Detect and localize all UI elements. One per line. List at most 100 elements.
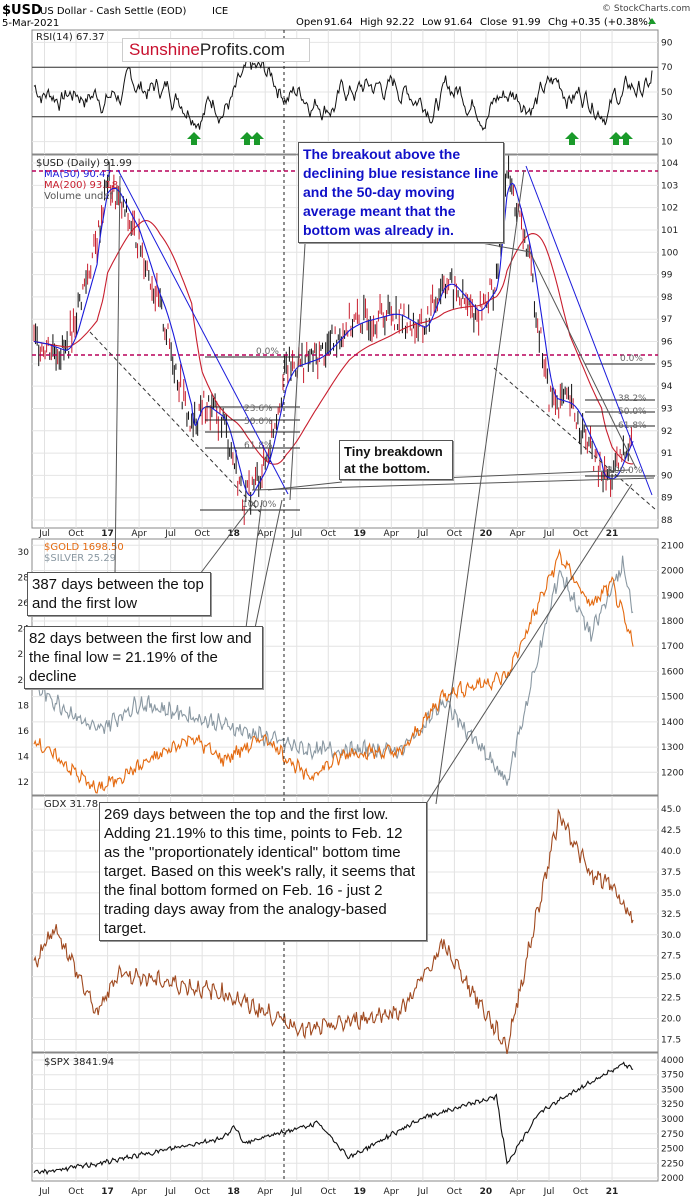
spx-y-tick: 2250 xyxy=(661,1159,684,1169)
trend-lines xyxy=(89,165,657,513)
silver-y-tick: 12 xyxy=(18,778,29,788)
x-tick-label: Apr xyxy=(131,529,147,539)
silver-y-tick: 22 xyxy=(18,650,29,660)
usd-y-tick: 91 xyxy=(661,449,672,459)
spx-y-tick: 2750 xyxy=(661,1130,684,1140)
x-tick-label: Apr xyxy=(384,1187,400,1197)
silver-line xyxy=(33,555,634,786)
x-tick-label: Oct xyxy=(573,1187,589,1197)
gold-y-tick: 1400 xyxy=(661,718,684,728)
gdx-title: GDX 31.78 xyxy=(44,799,98,810)
x-tick-label: Jul xyxy=(164,1187,176,1197)
days387-pointer xyxy=(199,499,257,575)
logo-part1: Sunshine xyxy=(129,40,200,59)
support-line-2020 xyxy=(493,367,657,511)
gold-y-tick: 1800 xyxy=(661,617,684,627)
gdx-y-tick: 22.5 xyxy=(661,994,681,1004)
fib-lines-2021 xyxy=(585,363,655,477)
fib-label: 61.8% xyxy=(618,421,647,431)
rsi-y-tick: 70 xyxy=(661,63,673,73)
x-tick-label: Apr xyxy=(384,529,400,539)
x-tick-label: Oct xyxy=(447,1187,463,1197)
usd-y-tick: 98 xyxy=(661,293,673,303)
resistance-line-2020 xyxy=(525,165,653,496)
up-arrow-icon xyxy=(619,132,633,145)
days269-annotation: 269 days between the top and the first l… xyxy=(99,802,427,941)
silver-y-tick: 26 xyxy=(18,599,30,609)
chg-value: +0.35 (+0.38%) xyxy=(570,17,652,28)
fib-label: 50.0% xyxy=(244,417,273,427)
x-tick-label: 19 xyxy=(354,1187,367,1197)
fib-lines-2018 xyxy=(200,356,300,511)
gdx-y-tick: 25.0 xyxy=(661,973,681,983)
x-tick-label: Oct xyxy=(573,529,589,539)
gdx-y-tick: 20.0 xyxy=(661,1015,681,1025)
gdx-y-tick: 32.5 xyxy=(661,910,681,920)
x-tick-label: Jul xyxy=(416,529,428,539)
fib-label: 0.0% xyxy=(620,354,643,364)
spx-y-tick: 3750 xyxy=(661,1071,684,1081)
x-tick-label: 20 xyxy=(480,1187,493,1197)
callout-pointers xyxy=(114,169,637,805)
gold-line xyxy=(33,548,634,794)
up-arrow-icon xyxy=(187,132,201,145)
tiny-pointer xyxy=(267,481,343,491)
ohlc-readout: Open 91.64 High 92.22 Low 91.64 Close 91… xyxy=(296,17,652,28)
gdx-y-tick: 35.0 xyxy=(661,889,681,899)
x-tick-label: Jul xyxy=(416,1187,428,1197)
spx-y-tick: 4000 xyxy=(661,1056,684,1066)
gdx-y-tick: 42.5 xyxy=(661,826,681,836)
usd-y-tick: 95 xyxy=(661,360,672,370)
usd-title: $USD (Daily) 91.99 xyxy=(36,158,132,169)
fib-label: 0.0% xyxy=(256,347,279,357)
fib-label: 100.0% xyxy=(608,466,643,476)
rsi-y-tick: 50 xyxy=(661,88,673,98)
sunshine-profits-logo: SunshineProfits.com xyxy=(122,38,310,62)
usd-y-tick: 90 xyxy=(661,471,673,481)
close-label: Close xyxy=(480,17,507,28)
resistance-line-2017 xyxy=(117,169,289,495)
gold-y-tick: 2000 xyxy=(661,567,684,577)
x-tick-label: Jul xyxy=(164,529,176,539)
usd-y-tick: 96 xyxy=(661,338,673,348)
gold-y-tick: 1200 xyxy=(661,768,684,778)
spx-y-tick: 2500 xyxy=(661,1145,684,1155)
fib-label: 61.8% xyxy=(244,441,273,451)
x-tick-label: 18 xyxy=(227,529,240,539)
x-tick-label: 21 xyxy=(606,1187,619,1197)
x-tick-label: Apr xyxy=(510,529,526,539)
x-tick-label: 17 xyxy=(101,529,114,539)
x-tick-label: Jul xyxy=(543,1187,555,1197)
x-tick-label: 18 xyxy=(227,1187,240,1197)
ma50-legend: MA(50) 90.47 xyxy=(44,169,112,180)
panel-titles: RSI(14) 67.37 $USD (Daily) 91.99 MA(50) … xyxy=(36,32,132,1068)
spx-title: $SPX 3841.94 xyxy=(44,1057,114,1068)
ma200-line xyxy=(33,219,634,465)
usd-y-tick: 102 xyxy=(661,204,678,214)
fib-label: 38.2% xyxy=(618,394,647,404)
tiny-breakdown-annotation: Tiny breakdown at the bottom. xyxy=(339,440,453,480)
x-tick-label: Apr xyxy=(257,1187,273,1197)
usd-y-tick: 103 xyxy=(661,181,678,191)
gdx-y-tick: 17.5 xyxy=(661,1035,681,1045)
usd-y-tick: 94 xyxy=(661,382,673,392)
gold-y-tick: 1600 xyxy=(661,667,684,677)
gold-y-tick: 2100 xyxy=(661,541,684,551)
spx-y-tick: 3000 xyxy=(661,1115,684,1125)
x-tick-label: Oct xyxy=(321,529,337,539)
usd-y-tick: 92 xyxy=(661,427,672,437)
low-label: Low xyxy=(422,17,442,28)
usd-y-tick: 88 xyxy=(661,516,673,526)
high-label: High xyxy=(360,17,383,28)
silver-y-tick: 20 xyxy=(18,676,30,686)
days82-pointer xyxy=(254,499,283,629)
up-arrow-icon xyxy=(565,132,579,145)
x-tick-label: Oct xyxy=(194,529,210,539)
breakout-pointer xyxy=(454,237,637,469)
fib-label: 23.6% xyxy=(244,404,273,414)
silver-y-tick: 28 xyxy=(18,573,30,583)
x-tick-label: Jul xyxy=(290,529,302,539)
x-tick-label: Oct xyxy=(447,529,463,539)
silver-legend: $SILVER 25.29 xyxy=(44,553,116,564)
silver-y-tick: 18 xyxy=(18,701,30,711)
